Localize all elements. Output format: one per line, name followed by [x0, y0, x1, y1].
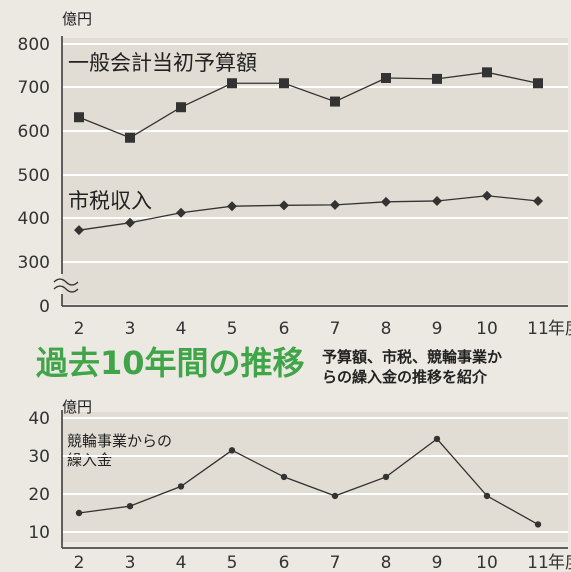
budget-point — [74, 112, 84, 122]
page-title: 過去10年間の推移 — [36, 344, 305, 382]
top-y-tick-label: 600 — [18, 122, 50, 142]
bottom-x-tick-label: 3 — [125, 553, 136, 572]
top-y-tick-label: 500 — [18, 166, 50, 186]
budget-point — [330, 97, 340, 107]
keirin-point — [281, 474, 287, 480]
budget-point — [482, 67, 492, 77]
keirin-point — [178, 483, 184, 489]
bottom-y-tick-label: 10 — [28, 523, 50, 543]
top-x-suffix: 年度 — [548, 319, 571, 339]
top-y-tick-label: 400 — [18, 209, 50, 229]
bottom-x-tick-label: 2 — [74, 553, 85, 572]
keirin-point — [127, 503, 133, 509]
description-line-2: らの繰入金の推移を紹介 — [322, 368, 488, 386]
top-x-tick-label: 2 — [74, 319, 85, 339]
top-x-tick-label: 8 — [381, 319, 392, 339]
budget-point — [227, 78, 237, 88]
top-y-tick-label: 700 — [18, 78, 50, 98]
top-y-tick-label: 0 — [39, 297, 50, 317]
description-line-1: 予算額、市税、競輪事業か — [322, 348, 502, 366]
tax-series-label: 市税収入 — [68, 189, 152, 213]
keirin-series-label-line2: 繰入金 — [67, 451, 112, 469]
bottom-x-tick-label: 9 — [432, 553, 443, 572]
budget-point — [176, 102, 186, 112]
top-x-tick-label: 11 — [527, 319, 549, 339]
bottom-x-tick-label: 8 — [381, 553, 392, 572]
bottom-x-tick-label: 5 — [227, 553, 238, 572]
budget-point — [381, 73, 391, 83]
top-x-tick-label: 4 — [176, 319, 187, 339]
budget-point — [125, 133, 135, 143]
top-x-tick-label: 9 — [432, 319, 443, 339]
bottom-y-tick-label: 20 — [28, 485, 50, 505]
budget-point — [279, 78, 289, 88]
top-y-tick-label: 300 — [18, 253, 50, 273]
keirin-point — [383, 474, 389, 480]
bottom-y-tick-label: 40 — [28, 409, 50, 429]
bottom-x-tick-label: 6 — [279, 553, 290, 572]
top-x-tick-label: 6 — [279, 319, 290, 339]
top-x-tick-label: 10 — [476, 319, 498, 339]
top-y-tick-label: 800 — [18, 35, 50, 55]
budget-point — [533, 78, 543, 88]
top-x-tick-label: 5 — [227, 319, 238, 339]
bottom-x-tick-label: 11 — [527, 553, 549, 572]
keirin-point — [535, 521, 541, 527]
bottom-x-tick-label: 10 — [476, 553, 498, 572]
keirin-point — [332, 493, 338, 499]
keirin-point — [229, 447, 235, 453]
bottom-unit-label: 億円 — [62, 398, 92, 416]
bottom-x-tick-label: 4 — [176, 553, 187, 572]
top-unit-label: 億円 — [62, 10, 92, 28]
bottom-x-tick-label: 7 — [330, 553, 341, 572]
keirin-point — [434, 436, 440, 442]
top-x-tick-label: 7 — [330, 319, 341, 339]
top-plot-area — [62, 38, 568, 304]
keirin-point — [76, 510, 82, 516]
keirin-point — [484, 493, 490, 499]
bottom-y-tick-label: 30 — [28, 447, 50, 467]
bottom-x-suffix: 年度 — [548, 553, 571, 572]
keirin-series-label-line1: 競輪事業からの — [67, 432, 172, 450]
budget-point — [432, 74, 442, 84]
top-x-tick-label: 3 — [125, 319, 136, 339]
budget-series-label: 一般会計当初予算額 — [68, 51, 257, 75]
